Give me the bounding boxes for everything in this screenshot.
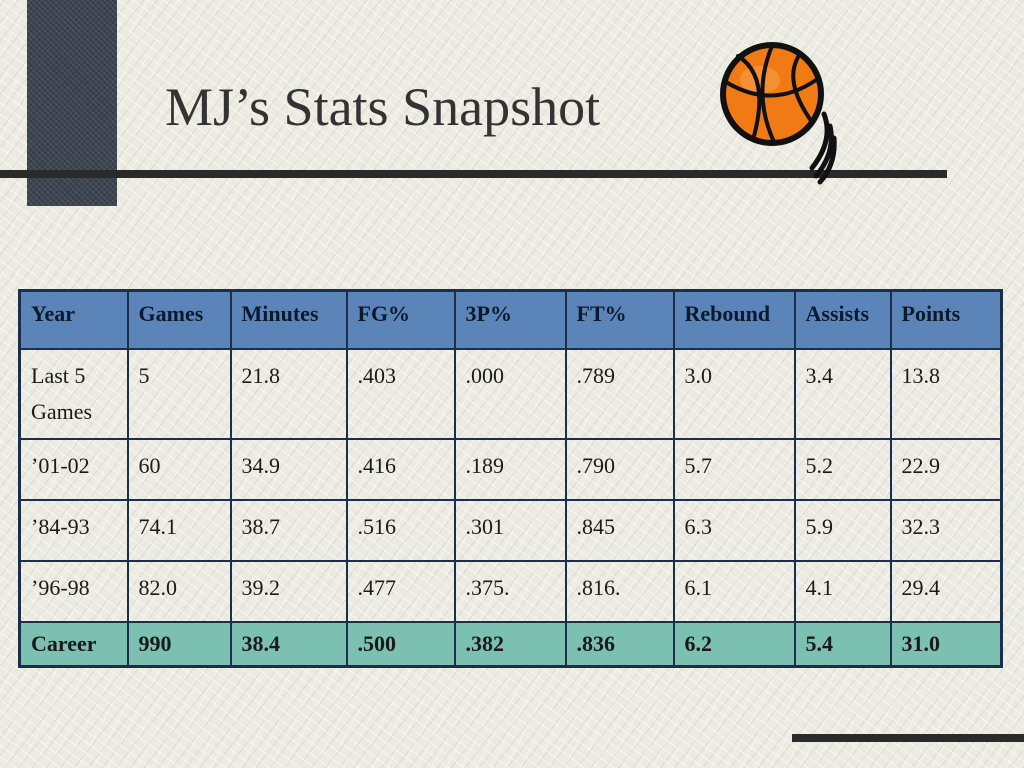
table-cell: .403	[345, 348, 456, 440]
header-rebound: Rebound	[672, 289, 796, 350]
table-cell: .301	[453, 499, 567, 562]
header-points: Points	[889, 289, 1003, 350]
table-cell: ’84-93	[18, 499, 129, 562]
table-cell: 5.2	[793, 438, 892, 501]
table-cell: 82.0	[126, 560, 232, 623]
slide-title: MJ’s Stats Snapshot	[165, 77, 601, 137]
footer-divider	[792, 734, 1024, 742]
table-cell: .382	[453, 621, 567, 668]
table-cell: 21.8	[229, 348, 348, 440]
table-cell: 5.9	[793, 499, 892, 562]
table-cell: 5.4	[793, 621, 892, 668]
table-cell: 29.4	[889, 560, 1003, 623]
title-divider	[0, 170, 947, 178]
table-cell: .189	[453, 438, 567, 501]
table-cell: 13.8	[889, 348, 1003, 440]
table-cell: 60	[126, 438, 232, 501]
header-3p-pct: 3P%	[453, 289, 567, 350]
table-cell: 3.4	[793, 348, 892, 440]
table-cell: Last 5 Games	[18, 348, 129, 440]
table-cell: 38.4	[229, 621, 348, 668]
header-fg-pct: FG%	[345, 289, 456, 350]
header-year: Year	[18, 289, 129, 350]
table-cell: ’96-98	[18, 560, 129, 623]
table-row: ’84-93 74.1 38.7 .516 .301 .845 6.3 5.9 …	[18, 499, 1003, 562]
table-cell: 22.9	[889, 438, 1003, 501]
table-cell: 32.3	[889, 499, 1003, 562]
table-header-row: Year Games Minutes FG% 3P% FT% Rebound A…	[18, 289, 1003, 350]
table-cell: .000	[453, 348, 567, 440]
table-cell: 5.7	[672, 438, 796, 501]
table-cell: 34.9	[229, 438, 348, 501]
table-row: Last 5 Games 5 21.8 .403 .000 .789 3.0 3…	[18, 348, 1003, 440]
table-cell: 990	[126, 621, 232, 668]
table-cell: .477	[345, 560, 456, 623]
table-cell: 74.1	[126, 499, 232, 562]
career-totals-row: Career 990 38.4 .500 .382 .836 6.2 5.4 3…	[18, 621, 1003, 668]
table-cell: .836	[564, 621, 675, 668]
header-minutes: Minutes	[229, 289, 348, 350]
table-cell: 38.7	[229, 499, 348, 562]
table-cell: 3.0	[672, 348, 796, 440]
header-ft-pct: FT%	[564, 289, 675, 350]
table-cell: 39.2	[229, 560, 348, 623]
table-cell: .416	[345, 438, 456, 501]
table-cell: ’01-02	[18, 438, 129, 501]
header-assists: Assists	[793, 289, 892, 350]
table-cell: .816.	[564, 560, 675, 623]
table-cell: .790	[564, 438, 675, 501]
table-cell: 6.3	[672, 499, 796, 562]
table-cell: 4.1	[793, 560, 892, 623]
table-row: ’96-98 82.0 39.2 .477 .375. .816. 6.1 4.…	[18, 560, 1003, 623]
header-games: Games	[126, 289, 232, 350]
table-cell: 5	[126, 348, 232, 440]
table-cell: .500	[345, 621, 456, 668]
stats-table: Year Games Minutes FG% 3P% FT% Rebound A…	[18, 289, 1003, 668]
table-cell: .789	[564, 348, 675, 440]
table-cell: .375.	[453, 560, 567, 623]
table-cell: .845	[564, 499, 675, 562]
table-cell: 6.2	[672, 621, 796, 668]
table-cell: Career	[18, 621, 129, 668]
basketball-icon	[720, 42, 837, 185]
table-cell: .516	[345, 499, 456, 562]
table-cell: 31.0	[889, 621, 1003, 668]
table-cell: 6.1	[672, 560, 796, 623]
table-row: ’01-02 60 34.9 .416 .189 .790 5.7 5.2 22…	[18, 438, 1003, 501]
